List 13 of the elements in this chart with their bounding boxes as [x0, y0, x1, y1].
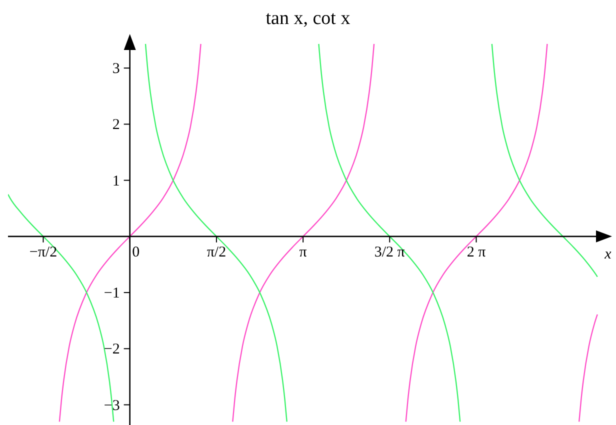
- y-tick-label: 1: [112, 173, 120, 190]
- x-axis-title: x: [604, 246, 612, 262]
- y-tick-label: −1: [104, 286, 120, 302]
- y-tick-label: 2: [112, 117, 120, 134]
- chart-title: tan x, cot x: [264, 8, 352, 30]
- x-tick-label: 0: [132, 244, 140, 260]
- y-tick-label: 3: [112, 61, 120, 78]
- x-tick-label: −π/2: [29, 244, 58, 260]
- x-tick-label: 2 π: [466, 244, 486, 260]
- x-tick-label: 3/2 π: [374, 244, 406, 260]
- x-tick-label: π/2: [206, 244, 226, 260]
- x-tick-label: π: [299, 244, 308, 260]
- y-tick-label: −2: [104, 342, 120, 358]
